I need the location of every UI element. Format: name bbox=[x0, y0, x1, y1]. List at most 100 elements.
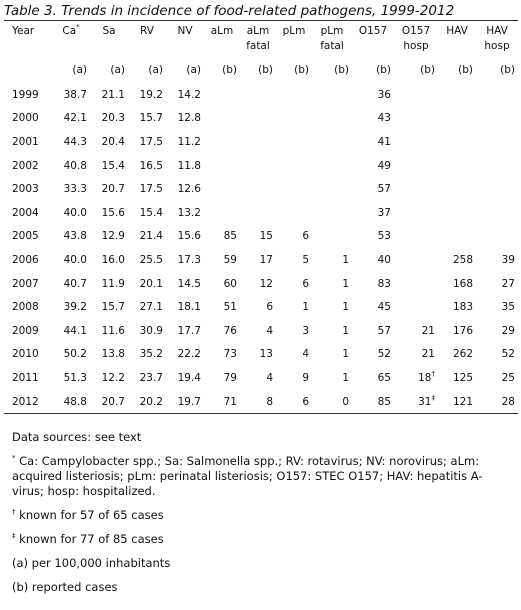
data-table: Year Ca* Sa RV NV aLm aLm fatal pLm pLm fatal O157 O… bbox=[4, 22, 518, 415]
table-cell: 71 bbox=[204, 390, 240, 414]
cell-text: 20.4 bbox=[101, 135, 125, 148]
unit-text: (b) bbox=[458, 64, 473, 76]
table-cell: 2007 bbox=[4, 272, 52, 296]
cell-text: 21 bbox=[421, 348, 435, 361]
table-cell bbox=[276, 201, 312, 225]
cell-text: 11.9 bbox=[101, 277, 125, 290]
table-cell bbox=[240, 177, 276, 201]
table-cell: 39.2 bbox=[52, 295, 90, 319]
table-cell bbox=[476, 107, 518, 131]
table-cell: 52 bbox=[476, 343, 518, 367]
table-cell: 2011 bbox=[4, 366, 52, 390]
unit-text: (a) bbox=[148, 64, 163, 76]
table-cell: 12 bbox=[240, 272, 276, 296]
table-cell bbox=[476, 154, 518, 178]
table-cell: 85 bbox=[204, 225, 240, 249]
header-text: hosp bbox=[403, 40, 429, 52]
cell-text: 2011 bbox=[12, 371, 39, 384]
footnote: (a) per 100,000 inhabitants bbox=[12, 556, 512, 571]
table-cell bbox=[312, 201, 352, 225]
units-row: (a) (a) (a) (a) (b) (b) (b) (b) (b) (b) (b) (b) bbox=[4, 57, 518, 83]
table-cell: 11.2 bbox=[166, 130, 204, 154]
table-cell bbox=[276, 107, 312, 131]
cell-text: 11.6 bbox=[101, 324, 125, 337]
table-row: 2005 43.8 12.9 21.4 15.6 85 15 6 53 bbox=[4, 225, 518, 249]
table-cell: 2012 bbox=[4, 390, 52, 414]
cell-text: 258 bbox=[452, 253, 473, 266]
table-cell: 15 bbox=[240, 225, 276, 249]
cell-text: 21.4 bbox=[139, 230, 163, 243]
footnote: Data sources: see text bbox=[12, 430, 512, 445]
table-cell: 16.0 bbox=[90, 248, 128, 272]
header-cell: pLm bbox=[276, 22, 312, 57]
cell-text: 1999 bbox=[12, 88, 39, 101]
cell-text: 12.2 bbox=[101, 371, 125, 384]
table-cell: 15.7 bbox=[90, 295, 128, 319]
cell-text: 52 bbox=[377, 348, 391, 361]
table-cell: 50.2 bbox=[52, 343, 90, 367]
table-cell: 13 bbox=[240, 343, 276, 367]
cell-text: 30.9 bbox=[139, 324, 163, 337]
header-text: fatal bbox=[320, 40, 344, 52]
table-cell: 85 bbox=[352, 390, 394, 414]
cell-text: 17.5 bbox=[139, 183, 163, 196]
table-cell: 15.4 bbox=[128, 201, 166, 225]
table-cell bbox=[204, 201, 240, 225]
cell-text: 50.2 bbox=[63, 348, 87, 361]
cell-text: 0 bbox=[342, 395, 349, 408]
table-cell: 27.1 bbox=[128, 295, 166, 319]
table-cell: 11.6 bbox=[90, 319, 128, 343]
table-cell: 18† bbox=[394, 366, 438, 390]
table-cell bbox=[476, 130, 518, 154]
cell-text: 2006 bbox=[12, 253, 39, 266]
cell-text: 20.7 bbox=[101, 395, 125, 408]
header-cell: HAV hosp bbox=[476, 22, 518, 57]
cell-text: 17.7 bbox=[177, 324, 201, 337]
table-cell bbox=[394, 248, 438, 272]
cell-text: 43 bbox=[377, 112, 391, 125]
table-cell: 8 bbox=[240, 390, 276, 414]
cell-text: 17.3 bbox=[177, 253, 201, 266]
unit-text: (b) bbox=[334, 64, 349, 76]
header-cell: RV bbox=[128, 22, 166, 57]
table-cell: 21.1 bbox=[90, 83, 128, 107]
unit-text: (b) bbox=[420, 64, 435, 76]
table-cell bbox=[438, 201, 476, 225]
cell-text: 57 bbox=[377, 183, 391, 196]
unit-cell: (b) bbox=[312, 57, 352, 83]
header-text: aLm bbox=[246, 25, 270, 37]
table-cell: 11.8 bbox=[166, 154, 204, 178]
cell-text: 2000 bbox=[12, 112, 39, 125]
table-cell: 23.7 bbox=[128, 366, 166, 390]
table-row: 2011 51.3 12.2 23.7 19.4 79 4 9 1 65 18† 125 25 bbox=[4, 366, 518, 390]
cell-text: 4 bbox=[266, 324, 273, 337]
cell-text: 2005 bbox=[12, 230, 39, 243]
unit-text: (a) bbox=[110, 64, 125, 76]
table-cell bbox=[276, 177, 312, 201]
cell-text: 15.7 bbox=[139, 112, 163, 125]
table-cell bbox=[204, 177, 240, 201]
table-cell: 14.2 bbox=[166, 83, 204, 107]
header-text: fatal bbox=[246, 40, 270, 52]
cell-text: 39 bbox=[501, 253, 515, 266]
table-cell: 1999 bbox=[4, 83, 52, 107]
table-cell bbox=[240, 154, 276, 178]
header-text: Ca bbox=[62, 25, 77, 37]
cell-text: 59 bbox=[223, 253, 237, 266]
cell-text: 125 bbox=[452, 371, 473, 384]
cell-text: 5 bbox=[302, 253, 309, 266]
table-cell: 40 bbox=[352, 248, 394, 272]
cell-text: 20.2 bbox=[139, 395, 163, 408]
cell-text: 2004 bbox=[12, 206, 39, 219]
cell-text: 60 bbox=[223, 277, 237, 290]
table-cell bbox=[394, 272, 438, 296]
header-text: RV bbox=[140, 25, 154, 37]
table-cell: 40.7 bbox=[52, 272, 90, 296]
cell-text: 3 bbox=[302, 324, 309, 337]
table-cell: 4 bbox=[276, 343, 312, 367]
header-text: hosp bbox=[484, 40, 510, 52]
table-cell: 5 bbox=[276, 248, 312, 272]
header-text: NV bbox=[177, 25, 193, 37]
unit-text: (a) bbox=[186, 64, 201, 76]
cell-text: 2003 bbox=[12, 183, 39, 196]
